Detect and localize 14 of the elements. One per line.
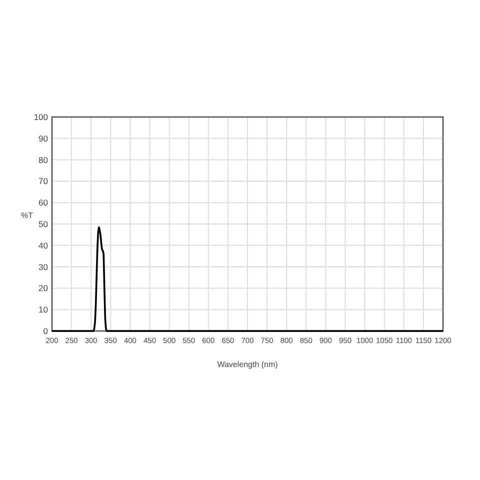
line-series [51, 226, 444, 332]
y-tick-label: 20 [38, 283, 48, 294]
x-axis-title: Wavelength (nm) [217, 360, 278, 369]
y-tick-label: 10 [38, 304, 48, 315]
y-tick-label: 40 [38, 240, 48, 250]
y-tick-label: 80 [38, 154, 48, 165]
y-tick-label: 100 [34, 112, 48, 122]
y-tick-label: 30 [38, 262, 48, 272]
y-tick-label: 60 [38, 198, 48, 208]
y-tick-label: 50 [38, 219, 48, 229]
y-axis-title: %T [21, 211, 34, 220]
y-tick-label: 0 [43, 326, 48, 336]
y-tick-label: 70 [38, 176, 48, 186]
y-tick-label: 90 [38, 133, 48, 144]
